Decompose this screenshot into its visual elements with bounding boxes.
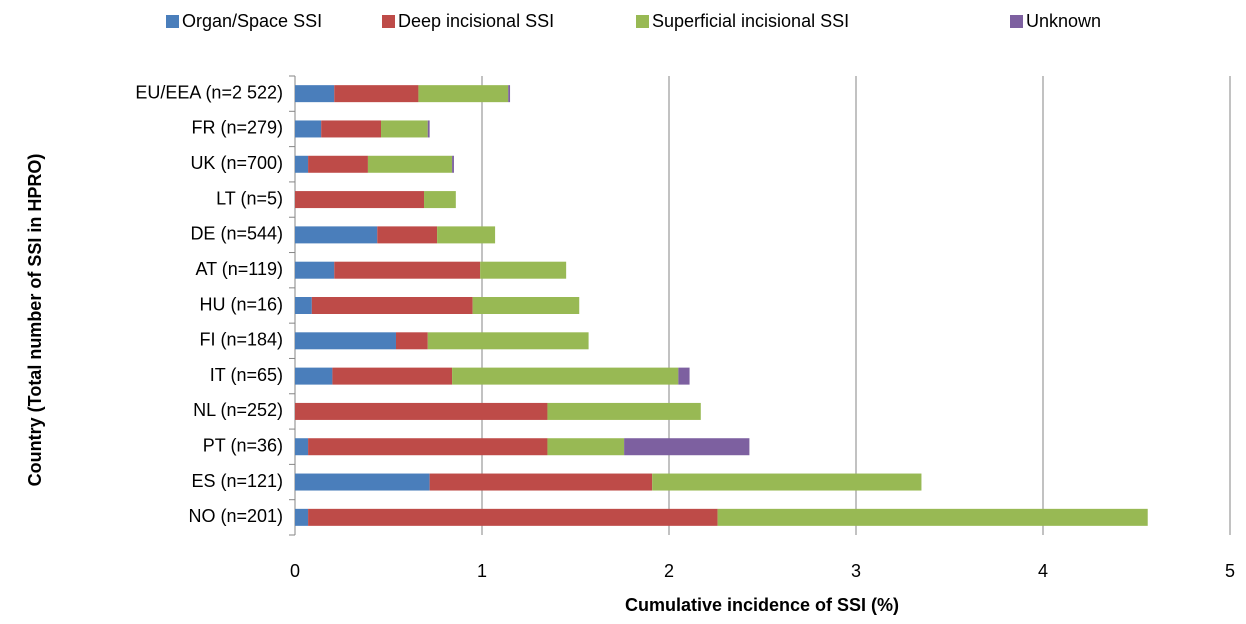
y-tick-label: AT (n=119): [195, 259, 283, 279]
y-tick-label: PT (n=36): [203, 435, 283, 455]
bar-segment: [480, 261, 567, 279]
bar-segment: [295, 120, 322, 138]
legend-label: Superficial incisional SSI: [652, 11, 849, 31]
bar-segment: [508, 85, 511, 103]
bar-segment: [295, 402, 548, 420]
legend-swatch: [382, 15, 395, 28]
legend-swatch: [1010, 15, 1023, 28]
x-tick-label: 1: [477, 561, 487, 581]
legend-label: Deep incisional SSI: [398, 11, 554, 31]
bar-segment: [334, 85, 419, 103]
bar-segment: [308, 155, 368, 173]
bar-segment: [547, 438, 625, 456]
bar-segment: [547, 402, 701, 420]
legend-swatch: [166, 15, 179, 28]
bar-segment: [308, 508, 718, 526]
bar-segment: [377, 226, 438, 244]
x-tick-label: 5: [1225, 561, 1235, 581]
bar-segment: [424, 191, 456, 209]
y-tick-label: NO (n=201): [188, 506, 283, 526]
x-tick-label: 3: [851, 561, 861, 581]
bar-segment: [295, 191, 425, 209]
bar-segment: [311, 297, 473, 314]
legend-label: Unknown: [1026, 11, 1101, 31]
bar-segment: [678, 367, 690, 385]
y-tick-label: ES (n=121): [191, 471, 283, 491]
bar-segment: [429, 473, 653, 491]
y-tick-label: DE (n=544): [190, 224, 283, 244]
x-tick-label: 4: [1038, 561, 1048, 581]
bar-segment: [295, 367, 333, 385]
y-tick-label: HU (n=16): [199, 294, 283, 314]
y-tick-label: NL (n=252): [193, 400, 283, 420]
bar-segment: [452, 367, 679, 385]
y-tick-label: UK (n=700): [190, 153, 283, 173]
bar-segment: [308, 438, 548, 456]
bar-segment: [295, 226, 378, 244]
bar-segment: [295, 261, 335, 279]
bar-segment: [295, 297, 312, 314]
bar-segment: [418, 85, 509, 103]
bar-segment: [332, 367, 453, 385]
bar-segment: [717, 508, 1148, 526]
bar-segment: [321, 120, 382, 138]
bar-segment: [295, 438, 309, 456]
y-tick-label: LT (n=5): [216, 188, 283, 208]
x-axis-label: Cumulative incidence of SSI (%): [625, 595, 899, 615]
bar-segment: [395, 332, 428, 350]
bar-segment: [437, 226, 496, 244]
bar-segment: [472, 297, 580, 314]
y-tick-label: FI (n=184): [199, 330, 283, 350]
bar-segment: [427, 332, 589, 350]
y-tick-label: FR (n=279): [191, 118, 283, 138]
bar-segment: [295, 85, 335, 103]
bar-segment: [624, 438, 750, 456]
x-tick-label: 2: [664, 561, 674, 581]
bar-segment: [381, 120, 428, 138]
y-axis-label: Country (Total number of SSI in HPRO): [25, 154, 45, 487]
bar-segment: [295, 508, 309, 526]
bar-segment: [427, 120, 430, 138]
bar-segment: [334, 261, 481, 279]
y-tick-label: IT (n=65): [210, 365, 283, 385]
bar-segment: [652, 473, 922, 491]
bar-segment: [367, 155, 453, 173]
bar-segment: [452, 155, 454, 173]
legend-label: Organ/Space SSI: [182, 11, 322, 31]
y-tick-label: EU/EEA (n=2 522): [135, 82, 283, 102]
x-tick-label: 0: [290, 561, 300, 581]
bar-segment: [295, 155, 309, 173]
bar-segment: [295, 473, 430, 491]
bar-segment: [295, 332, 396, 350]
legend-swatch: [636, 15, 649, 28]
